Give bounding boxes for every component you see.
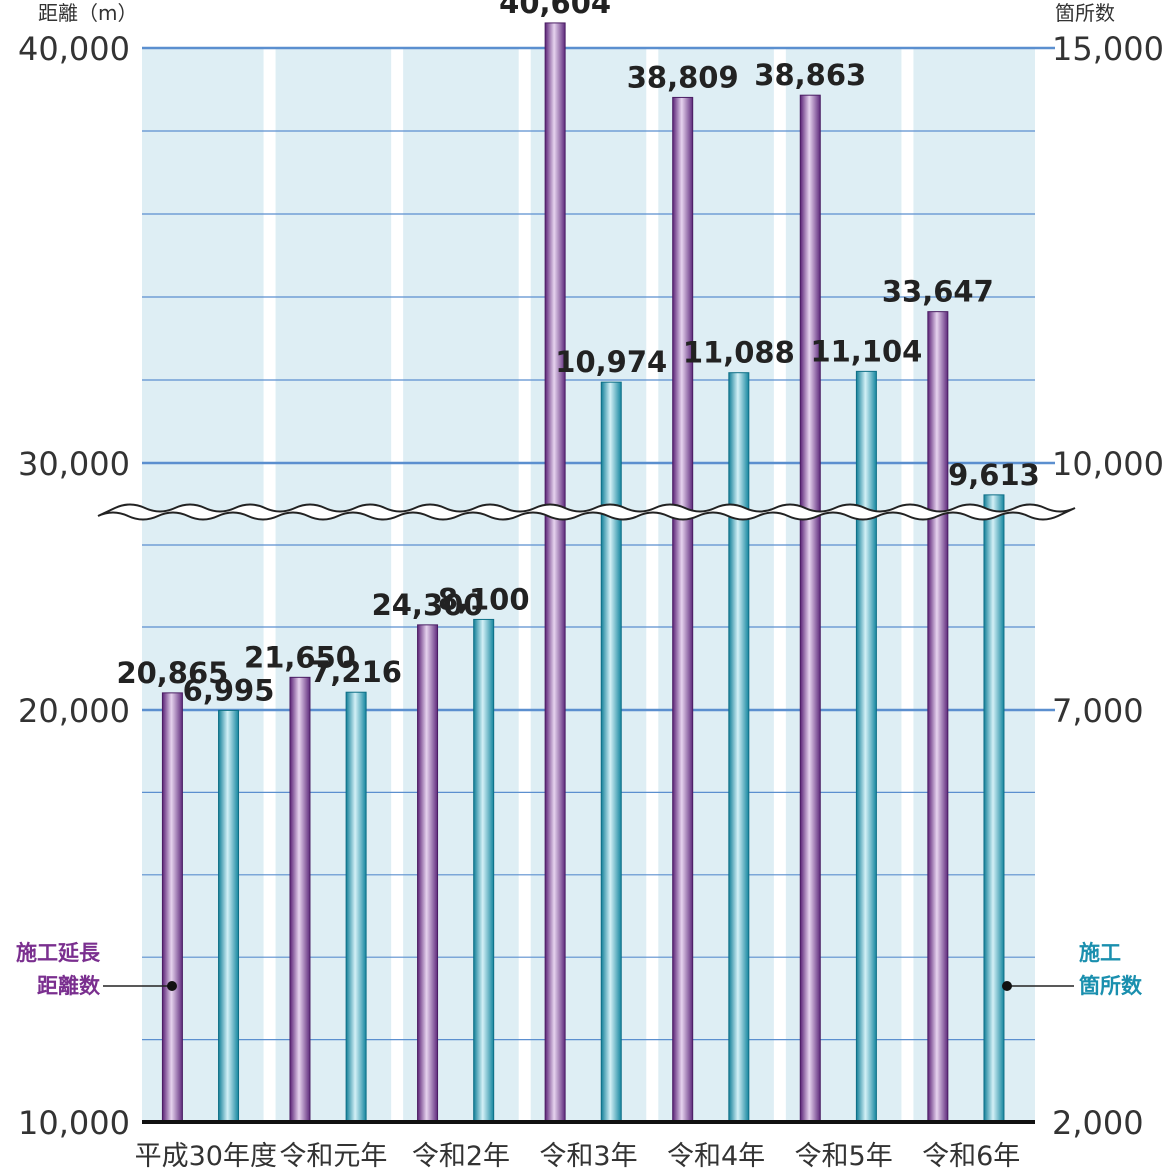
legend-count: 施工 箇所数 <box>1002 941 1143 998</box>
label-count-5: 11,104 <box>810 334 922 368</box>
label-distance-6: 33,647 <box>882 275 994 309</box>
group-separator <box>773 48 786 1122</box>
category-label-4: 令和4年 <box>667 1141 765 1170</box>
bar-count-0 <box>218 709 240 1123</box>
label-distance-3: 40,604 <box>499 0 611 20</box>
group-separator <box>263 48 276 1122</box>
group-separator <box>518 48 531 1122</box>
bar-distance-0 <box>161 692 183 1123</box>
legend-distance-line1: 施工延長 <box>16 941 101 965</box>
label-count-6: 9,613 <box>948 458 1040 492</box>
legend-count-line1: 施工 <box>1079 941 1121 965</box>
bar-distance-2 <box>417 624 439 1123</box>
left-axis-title: 距離（m） <box>38 1 137 25</box>
label-count-1: 7,216 <box>310 655 402 689</box>
group-separator <box>646 48 659 1122</box>
label-count-3: 10,974 <box>555 345 667 379</box>
bar-distance-3 <box>544 22 566 1123</box>
axis-break <box>97 503 1076 521</box>
legend-count-dot <box>1002 981 1012 991</box>
left-tick-0: 40,000 <box>18 30 130 68</box>
right-tick-3: 2,000 <box>1052 1104 1144 1142</box>
bars <box>161 22 1005 1123</box>
plot-background <box>142 48 1035 1122</box>
right-axis-title: 箇所数 <box>1055 1 1115 25</box>
label-distance-4: 38,809 <box>627 60 739 94</box>
plot-area-fill <box>142 48 1035 1122</box>
category-label-3: 令和3年 <box>539 1141 637 1170</box>
label-count-2: 8,100 <box>438 582 530 616</box>
right-tick-2: 7,000 <box>1052 692 1144 730</box>
legend-distance: 施工延長 距離数 <box>16 941 177 998</box>
group-separator <box>901 48 914 1122</box>
left-tick-2: 20,000 <box>18 692 130 730</box>
label-distance-1: 21,650 <box>244 640 356 674</box>
legend-count-line2: 箇所数 <box>1079 974 1143 998</box>
category-label-2: 令和2年 <box>412 1141 510 1170</box>
category-label-5: 令和5年 <box>795 1141 893 1170</box>
label-count-4: 11,088 <box>683 336 795 370</box>
category-label-6: 令和6年 <box>922 1141 1020 1170</box>
label-distance-0: 20,865 <box>116 656 228 690</box>
bar-count-3 <box>600 381 622 1123</box>
left-tick-3: 10,000 <box>18 1104 130 1142</box>
bar-distance-5 <box>799 94 821 1123</box>
right-tick-0: 15,000 <box>1052 30 1164 68</box>
bar-count-4 <box>728 372 750 1123</box>
category-label-0: 平成30年度 <box>135 1141 277 1170</box>
label-distance-2: 24,300 <box>372 588 484 622</box>
label-distance-5: 38,863 <box>754 58 866 92</box>
bar-count-1 <box>345 691 367 1123</box>
bar-count-5 <box>855 370 877 1123</box>
bar-distance-6 <box>927 311 949 1123</box>
category-label-1: 令和元年 <box>279 1141 387 1170</box>
bar-distance-4 <box>672 96 694 1123</box>
group-separator <box>391 48 404 1122</box>
label-count-0: 6,995 <box>183 673 275 707</box>
legend-distance-dot <box>167 981 177 991</box>
legend-distance-line2: 距離数 <box>37 974 101 998</box>
right-tick-1: 10,000 <box>1052 445 1164 483</box>
bar-count-6 <box>983 494 1005 1123</box>
left-tick-1: 30,000 <box>18 445 130 483</box>
bar-count-2 <box>473 618 495 1123</box>
bar-distance-1 <box>289 676 311 1123</box>
